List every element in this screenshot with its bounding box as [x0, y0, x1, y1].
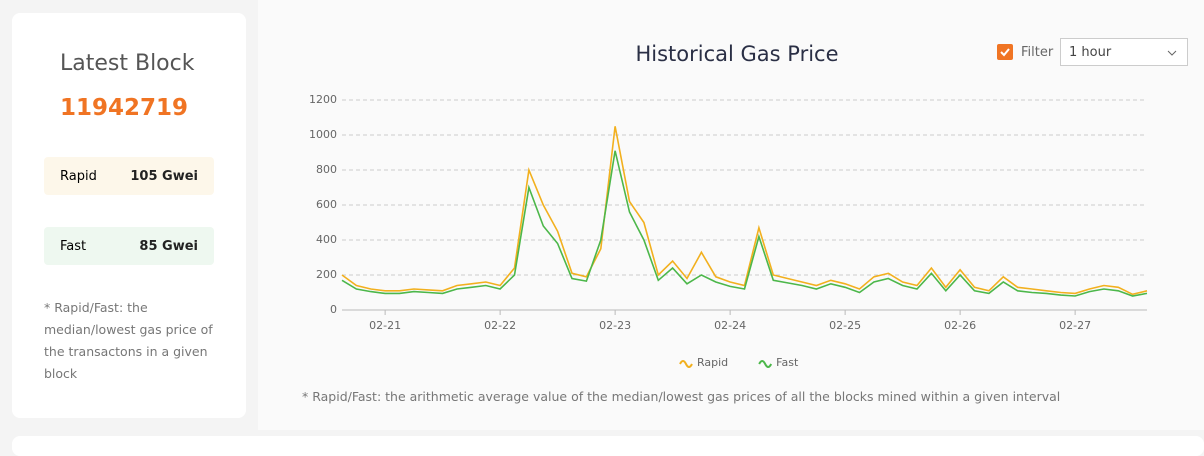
x-tick-label: 02-23: [599, 319, 631, 332]
check: [1000, 48, 1010, 57]
checkbox[interactable]: [997, 44, 1013, 60]
footnote: * Rapid/Fast: the arithmetic average val…: [302, 389, 1061, 404]
y-tick-label: 1200: [309, 93, 337, 106]
x-tick-label: 02-27: [1059, 319, 1091, 332]
legend-icon: [679, 360, 693, 368]
legend-label: Rapid: [697, 356, 728, 369]
chart-title: Historical Gas Price: [635, 42, 838, 66]
x-tick-label: 02-22: [484, 319, 516, 332]
y-tick-label: 800: [316, 163, 337, 176]
y-tick-label: 400: [316, 233, 337, 246]
interval-value: 1 hour: [1069, 45, 1112, 60]
y-tick-label: 1000: [309, 128, 337, 141]
series-line: [341, 126, 1148, 296]
y-tick-label: 0: [330, 303, 337, 316]
filter[interactable]: Filter: [997, 44, 1053, 60]
series-line: [341, 150, 1148, 297]
interval-select[interactable]: 1 hour: [1060, 38, 1188, 66]
x-tick-label: 02-26: [944, 319, 976, 332]
filter-label: Filter: [1021, 44, 1054, 60]
row-value: 105 Gwei: [130, 168, 198, 184]
y-tick-label: 600: [316, 198, 337, 211]
legend-icon: [758, 360, 773, 368]
chevron: [1167, 50, 1177, 56]
rapid-row: Rapid 105 Gwei: [44, 157, 214, 195]
legend-label: Fast: [776, 356, 799, 369]
chart-bg: [258, 0, 1204, 430]
sidebar-note: * Rapid/Fast: the median/lowest gas pric…: [44, 300, 213, 381]
x-tick-label: 02-25: [829, 319, 861, 332]
x-tick-label: 02-24: [714, 319, 746, 332]
row-label: Fast: [60, 238, 87, 254]
fast-row: Fast 85 Gwei: [44, 227, 214, 265]
y-tick-label: 200: [316, 268, 337, 281]
row-value: 85 Gwei: [139, 238, 198, 254]
next-card: [12, 436, 1204, 456]
sidebar-title: Latest Block: [60, 51, 195, 76]
x-tick-label: 02-21: [369, 319, 401, 332]
block-number: 11942719: [60, 95, 189, 121]
sidebar: Latest Block 11942719 Rapid 105 Gwei Fast…: [12, 13, 246, 418]
row-label: Rapid: [60, 168, 97, 184]
